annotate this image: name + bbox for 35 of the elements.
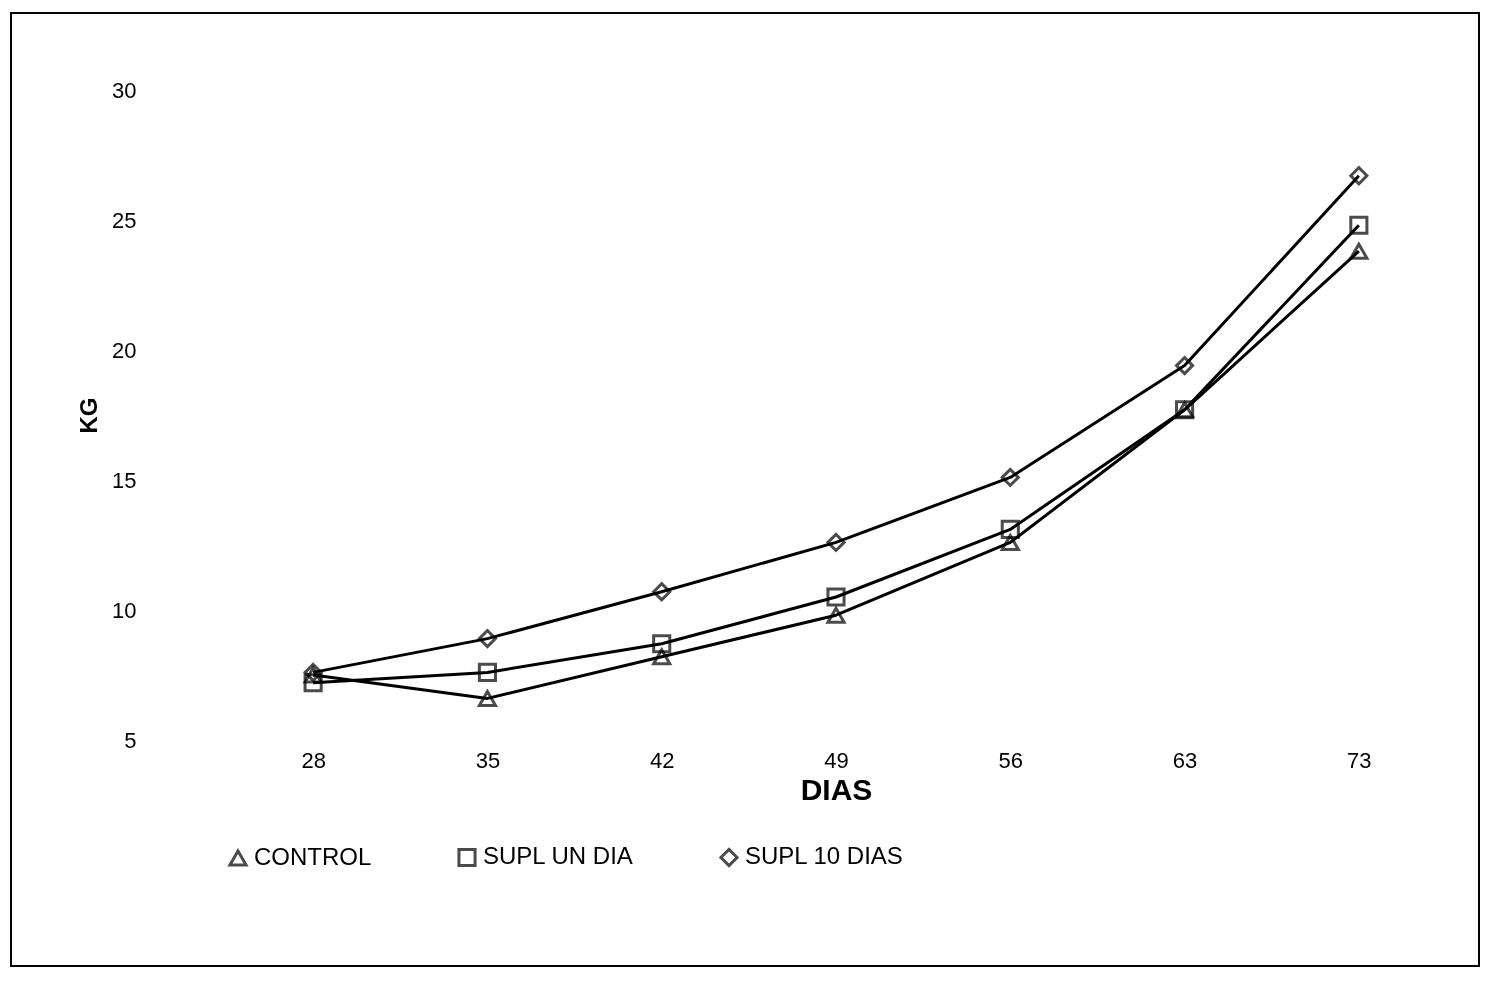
point [1349,242,1369,260]
point [1000,533,1020,551]
point [652,648,672,666]
x-tick-label: 42 [649,747,675,773]
legend-label: CONTROL [254,843,372,871]
point [1349,166,1369,186]
x-tick-label: 73 [1347,747,1372,773]
point [303,673,323,693]
point [1000,467,1020,487]
point [652,582,672,602]
x-tick-label: 28 [301,747,326,773]
point [1175,356,1195,376]
point [652,634,672,654]
y-tick-label: 5 [124,727,137,753]
legend-label: SUPL 10 DIAS [745,842,903,870]
legend-label: SUPL UN DIA [483,842,633,870]
point [826,532,846,552]
x-axis-title: DIAS [800,772,873,806]
y-axis-title: KG [75,397,103,434]
y-tick-label: 25 [112,207,137,233]
y-tick-label: 30 [112,77,137,103]
x-tick-label: 49 [824,747,849,773]
point [1000,519,1020,539]
x-tick-label: 35 [475,747,501,773]
point [826,606,846,624]
y-tick-label: 10 [112,597,137,623]
x-tick-label: 63 [1172,747,1198,773]
point [477,662,497,682]
point [477,689,497,707]
point [826,587,846,607]
x-tick-label: 56 [998,747,1024,773]
y-tick-label: 20 [112,337,137,363]
point [477,629,497,649]
point [1349,215,1369,235]
y-tick-label: 15 [112,467,137,493]
